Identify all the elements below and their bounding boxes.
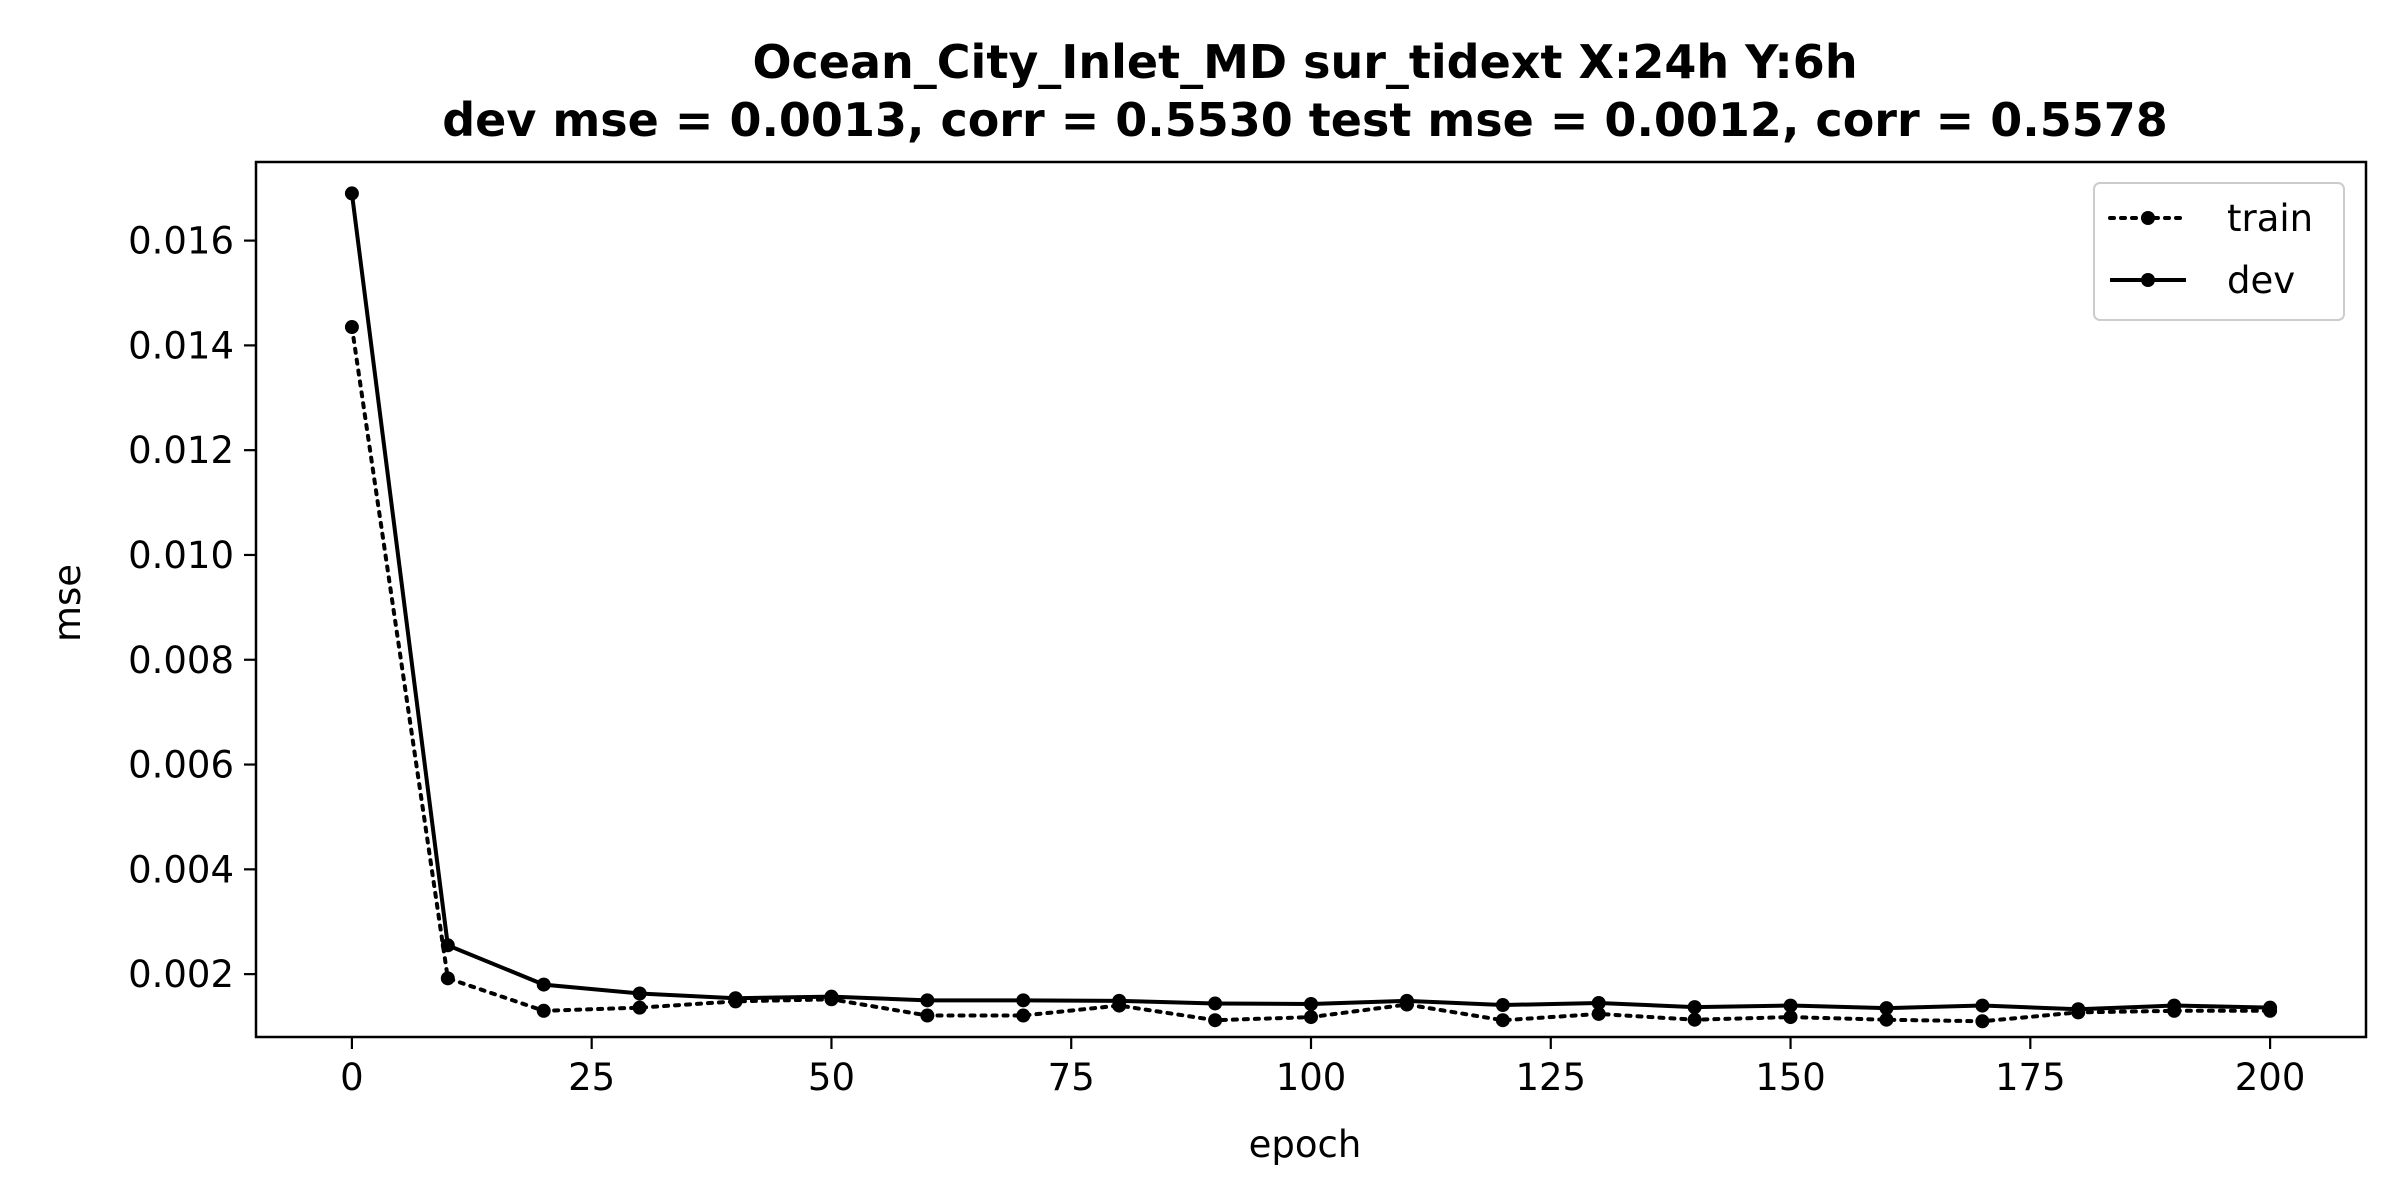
y-tick-label: 0.012 [128, 429, 234, 472]
x-tick-label: 0 [340, 1056, 364, 1099]
data-point-dev [1687, 1000, 1702, 1015]
data-point-train [1495, 1013, 1510, 1028]
y-tick-label: 0.016 [128, 220, 234, 263]
x-axis-label: epoch [1249, 1123, 1362, 1166]
data-point-dev [1112, 993, 1127, 1008]
x-tick-label: 150 [1755, 1056, 1826, 1099]
y-axis-label: mse [46, 564, 89, 642]
data-point-train [1975, 1014, 1990, 1029]
data-point-train [1879, 1012, 1894, 1027]
y-tick-label: 0.006 [128, 744, 234, 787]
x-tick-label: 125 [1515, 1056, 1586, 1099]
data-point-dev [440, 938, 455, 953]
data-point-train [632, 1000, 647, 1015]
legend-label-dev: dev [2227, 259, 2295, 302]
x-tick-label: 50 [808, 1056, 855, 1099]
plot-area: 0 25 50 75 100 125 150 175 200 0.002 0.004 0.006 0.0… [128, 160, 2368, 1099]
y-tick-label: 0.014 [128, 324, 234, 367]
y-tick-label: 0.008 [128, 639, 234, 682]
y-tick-label: 0.010 [128, 534, 234, 577]
data-point-dev [1304, 996, 1318, 1011]
legend-marker-dev [2141, 273, 2155, 287]
data-point-train [1687, 1012, 1702, 1027]
data-point-train [344, 320, 359, 335]
data-point-dev [920, 993, 935, 1008]
y-tick-label: 0.002 [128, 953, 234, 996]
data-point-dev [1495, 998, 1510, 1013]
chart-title: Ocean_City_Inlet_MD sur_tidext X:24h Y:6… [752, 35, 1857, 89]
x-tick-label: 100 [1276, 1056, 1347, 1099]
data-point-dev [728, 991, 743, 1006]
data-point-dev [1879, 1001, 1894, 1016]
y-tick-label: 0.004 [128, 848, 234, 891]
data-point-train [1783, 1010, 1798, 1025]
x-tick-label: 200 [2235, 1056, 2306, 1099]
data-point-train [440, 971, 455, 986]
data-point-dev [1399, 993, 1414, 1008]
data-point-dev [344, 186, 359, 201]
data-point-dev [824, 989, 839, 1004]
legend-label-train: train [2227, 197, 2313, 240]
data-point-dev [1975, 998, 1990, 1013]
data-point-train [1208, 1013, 1223, 1028]
x-tick-label: 25 [568, 1056, 615, 1099]
data-point-train [536, 1003, 551, 1018]
data-point-dev [1591, 995, 1606, 1010]
chart-subtitle: dev mse = 0.0013, corr = 0.5530 test mse… [442, 93, 2168, 147]
data-point-dev [632, 986, 647, 1001]
data-point-dev [1783, 998, 1798, 1013]
x-tick-label: 75 [1048, 1056, 1095, 1099]
data-point-dev [2263, 1000, 2278, 1015]
data-point-dev [1016, 993, 1031, 1008]
data-point-train [920, 1008, 935, 1023]
data-point-dev [1208, 996, 1223, 1011]
legend-marker-train [2141, 211, 2155, 225]
x-tick-label: 175 [1995, 1056, 2066, 1099]
data-point-dev [2071, 1002, 2086, 1017]
data-point-dev [2167, 998, 2182, 1013]
data-point-dev [536, 977, 551, 992]
data-point-train [1591, 1006, 1606, 1021]
data-point-train [1016, 1008, 1031, 1023]
data-point-train [1304, 1010, 1318, 1025]
